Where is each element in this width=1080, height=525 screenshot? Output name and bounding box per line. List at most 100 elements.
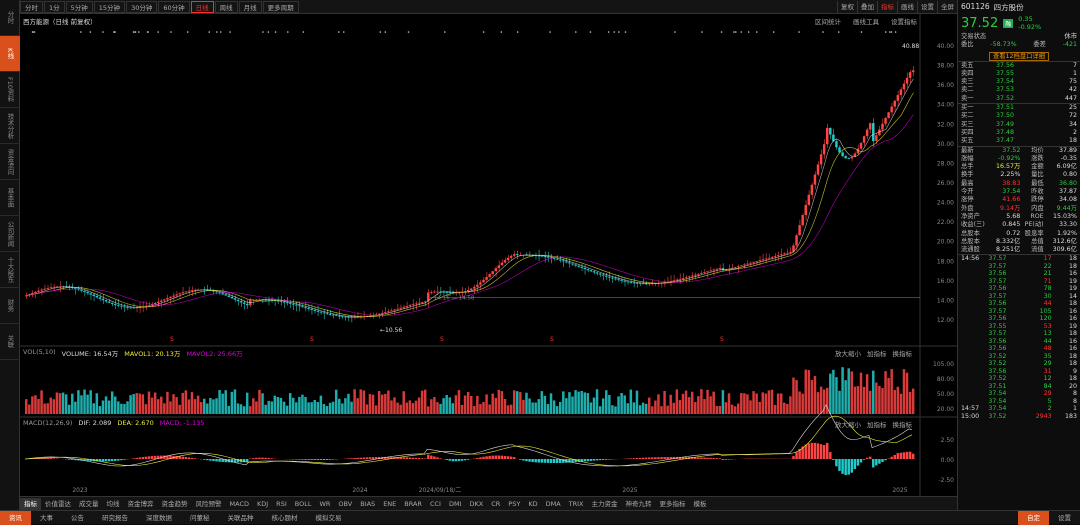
indicator-15[interactable]: BRAR xyxy=(400,498,426,510)
toolbar-button-3[interactable]: 画线 xyxy=(897,1,917,13)
timeframe-3[interactable]: 15分钟 xyxy=(94,1,125,13)
sidebar-item-1[interactable]: K线 xyxy=(0,36,20,72)
stat-value: 37.87 xyxy=(1045,188,1077,196)
candle-body xyxy=(350,317,352,318)
tick-count: 18 xyxy=(1055,353,1077,361)
macd-bar xyxy=(449,459,451,461)
toolbar-button-4[interactable]: 设置 xyxy=(917,1,937,13)
indicator-24[interactable]: 主力资金 xyxy=(588,498,622,510)
sidebar-item-7[interactable]: 十大股东 xyxy=(0,252,20,288)
depth-link-text[interactable]: 查看12档盘口详细 xyxy=(989,52,1049,61)
timeframe-8[interactable]: 月线 xyxy=(239,1,262,13)
sidebar-item-9[interactable]: 关联 xyxy=(0,324,20,360)
indicator-21[interactable]: KD xyxy=(524,498,541,510)
depth-link[interactable]: 查看12档盘口详细 xyxy=(958,51,1080,60)
event-dot xyxy=(34,31,36,33)
timeframe-1[interactable]: 1分 xyxy=(44,1,65,13)
macd-tool-2[interactable]: 换指标 xyxy=(893,419,913,429)
candle-body xyxy=(449,292,451,293)
macd-bar xyxy=(851,459,853,473)
indicator-2[interactable]: 成交量 xyxy=(75,498,103,510)
timeframe-2[interactable]: 5分钟 xyxy=(66,1,93,13)
footer-tab-0[interactable]: 资讯 xyxy=(0,511,31,525)
indicator-10[interactable]: BOLL xyxy=(291,498,316,510)
footer-right-1[interactable]: 设置 xyxy=(1049,511,1080,525)
indicator-1[interactable]: 价值雷达 xyxy=(41,498,75,510)
indicator-9[interactable]: RSI xyxy=(272,498,291,510)
indicator-17[interactable]: DMI xyxy=(445,498,466,510)
footer-tab-8[interactable]: 模拟交易 xyxy=(307,511,351,525)
timeframe-0[interactable]: 分时 xyxy=(20,1,43,13)
volume-tool-0[interactable]: 放大缩小 xyxy=(835,348,861,358)
volume-bar xyxy=(890,369,892,414)
chart-tool-2[interactable]: 设置指标 xyxy=(891,16,917,26)
candle-body xyxy=(83,291,85,292)
buy-volume: 2 xyxy=(1047,129,1077,137)
date-axis-label: 2024/09/18/二 xyxy=(419,487,462,494)
buy-volume: 72 xyxy=(1047,112,1077,120)
sidebar-item-0[interactable]: 分时 xyxy=(0,0,20,36)
indicator-7[interactable]: MACD xyxy=(226,498,253,510)
volume-tool-1[interactable]: 加指标 xyxy=(867,348,887,358)
indicator-18[interactable]: DKX xyxy=(465,498,487,510)
indicator-3[interactable]: 均线 xyxy=(103,498,124,510)
macd-bar xyxy=(185,457,187,459)
volume-bar xyxy=(639,405,641,414)
footer-tab-7[interactable]: 核心题材 xyxy=(263,511,307,525)
indicator-22[interactable]: DMA xyxy=(542,498,565,510)
indicator-25[interactable]: 神奇九转 xyxy=(622,498,656,510)
sidebar-item-6[interactable]: 公司新闻 xyxy=(0,216,20,252)
sidebar-item-2[interactable]: F10资料 xyxy=(0,72,20,108)
timeframe-4[interactable]: 30分钟 xyxy=(126,1,157,13)
chart-tool-0[interactable]: 区间统计 xyxy=(815,16,841,26)
indicator-13[interactable]: BIAS xyxy=(356,498,379,510)
indicator-23[interactable]: TRIX xyxy=(565,498,588,510)
footer-tab-1[interactable]: 大事 xyxy=(31,511,62,525)
sidebar-item-8[interactable]: 财务 xyxy=(0,288,20,324)
toolbar-button-5[interactable]: 全屏 xyxy=(937,1,957,13)
candle-body xyxy=(826,128,828,144)
indicator-8[interactable]: KDJ xyxy=(253,498,272,510)
indicator-14[interactable]: ENE xyxy=(379,498,400,510)
chart-tool-1[interactable]: 画线工具 xyxy=(853,16,879,26)
indicator-11[interactable]: WR xyxy=(315,498,334,510)
candle-body xyxy=(154,303,156,304)
macd-bar xyxy=(142,457,144,459)
indicator-0[interactable]: 指标 xyxy=(20,498,41,510)
footer-tab-4[interactable]: 深度数据 xyxy=(137,511,181,525)
volume-bar xyxy=(528,398,530,414)
sidebar-item-4[interactable]: 资金流向 xyxy=(0,144,20,180)
indicator-4[interactable]: 资金博弈 xyxy=(124,498,158,510)
footer-tab-3[interactable]: 研究报告 xyxy=(93,511,137,525)
indicator-27[interactable]: 模板 xyxy=(690,498,711,510)
toolbar-button-0[interactable]: 复权 xyxy=(837,1,857,13)
footer-right-0[interactable]: 自定 xyxy=(1018,511,1049,525)
timeframe-7[interactable]: 周线 xyxy=(215,1,238,13)
volume-bar xyxy=(832,370,834,414)
stat-value: 312.6亿 xyxy=(1045,238,1077,246)
indicator-20[interactable]: PSY xyxy=(504,498,524,510)
indicator-19[interactable]: CR xyxy=(487,498,504,510)
timeframe-9[interactable]: 更多周期 xyxy=(263,1,299,13)
indicator-12[interactable]: OBV xyxy=(334,498,356,510)
footer-tab-6[interactable]: 关联品种 xyxy=(219,511,263,525)
sidebar-item-3[interactable]: 技术分析 xyxy=(0,108,20,144)
volume-tool-2[interactable]: 换指标 xyxy=(893,348,913,358)
indicator-6[interactable]: 风险预警 xyxy=(192,498,226,510)
footer-tab-2[interactable]: 公告 xyxy=(62,511,93,525)
indicator-16[interactable]: CCI xyxy=(426,498,445,510)
sidebar-item-5[interactable]: 基本面 xyxy=(0,180,20,216)
volume-bar xyxy=(844,380,846,414)
indicator-26[interactable]: 更多指标 xyxy=(656,498,690,510)
timeframe-6[interactable]: 日线 xyxy=(191,1,214,13)
timeframe-5[interactable]: 60分钟 xyxy=(158,1,189,13)
footer-tab-5[interactable]: 问董秘 xyxy=(181,511,219,525)
macd-tool-1[interactable]: 加指标 xyxy=(867,419,887,429)
macd-tool-0[interactable]: 放大缩小 xyxy=(835,419,861,429)
indicator-5[interactable]: 资金趋势 xyxy=(158,498,192,510)
toolbar-button-2[interactable]: 指标 xyxy=(877,1,897,13)
toolbar-button-1[interactable]: 叠加 xyxy=(857,1,877,13)
candle-body xyxy=(406,306,408,307)
volume-bar xyxy=(258,390,260,414)
